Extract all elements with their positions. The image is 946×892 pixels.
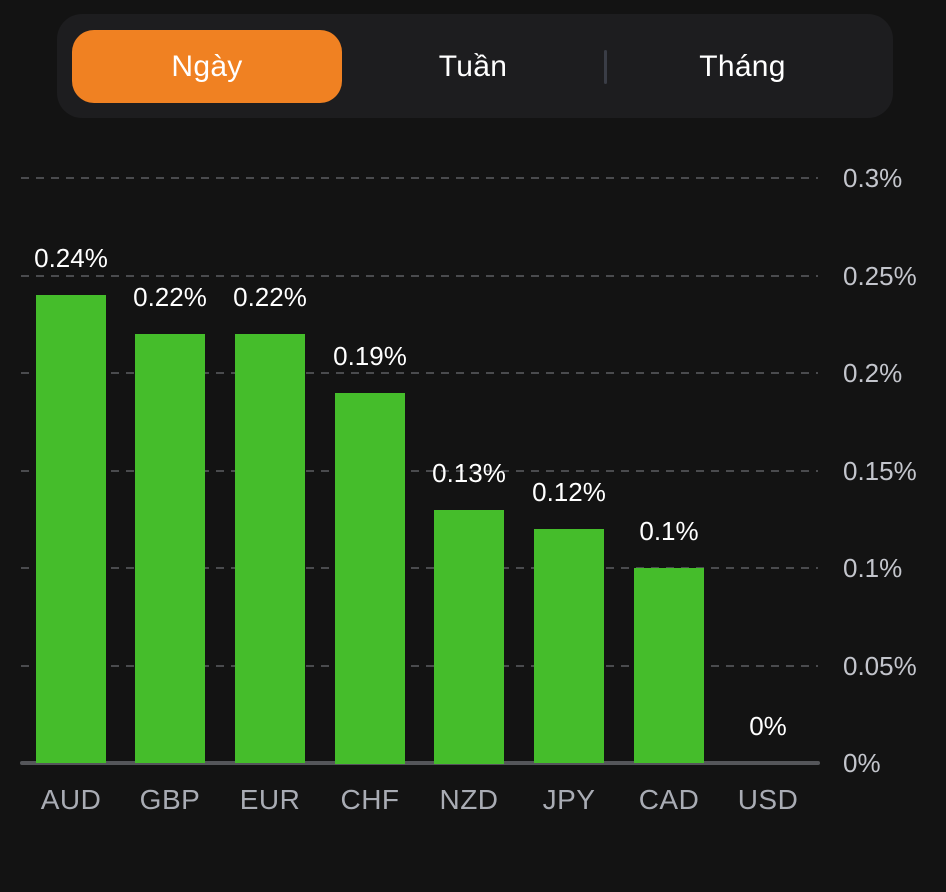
tab-tuan[interactable]: Tuần (438, 49, 508, 83)
gridline (21, 372, 818, 374)
tab-ngay[interactable]: Ngày (72, 30, 342, 103)
gridline (21, 665, 818, 667)
tab-divider (604, 50, 607, 84)
x-axis-category-label-usd: USD (737, 784, 799, 815)
bar-cad (634, 568, 704, 763)
tab-thang[interactable]: Tháng (699, 49, 786, 83)
y-axis-tick-label: 0.3% (843, 163, 903, 193)
bar-value-label-nzd: 0.13% (432, 458, 506, 488)
gridline (21, 567, 818, 569)
gridline (21, 177, 818, 179)
bar-value-label-chf: 0.19% (333, 341, 407, 371)
bar-gbp (135, 334, 205, 763)
gridline (21, 275, 818, 277)
x-axis-category-label-nzd: NZD (439, 784, 499, 815)
y-axis-tick-label: 0.15% (843, 456, 917, 486)
bar-value-label-jpy: 0.12% (532, 477, 606, 507)
x-axis-line (20, 761, 820, 765)
y-axis-tick-label: 0% (843, 748, 881, 778)
x-axis-category-label-aud: AUD (40, 784, 102, 815)
gridline (21, 470, 818, 472)
bar-value-label-gbp: 0.22% (133, 282, 207, 312)
x-axis-category-label-cad: CAD (638, 784, 700, 815)
y-axis-tick-label: 0.25% (843, 261, 917, 291)
y-axis-tick-label: 0.1% (843, 553, 903, 583)
bar-value-label-cad: 0.1% (639, 516, 699, 546)
x-axis-category-label-gbp: GBP (139, 784, 201, 815)
bar-aud (36, 295, 106, 763)
y-axis-tick-label: 0.05% (843, 651, 917, 681)
bar-chf (335, 393, 405, 764)
x-axis-category-label-eur: EUR (239, 784, 301, 815)
bar-value-label-aud: 0.24% (34, 243, 108, 273)
bar-value-label-usd: 0% (749, 711, 787, 741)
bar-nzd (434, 510, 504, 764)
period-tabs: Ngày Tuần Tháng (57, 14, 893, 118)
bar-value-label-eur: 0.22% (233, 282, 307, 312)
bar-jpy (534, 529, 604, 763)
bar-eur (235, 334, 305, 763)
y-axis-tick-label: 0.2% (843, 358, 903, 388)
x-axis-category-label-jpy: JPY (542, 784, 596, 815)
x-axis-category-label-chf: CHF (340, 784, 400, 815)
